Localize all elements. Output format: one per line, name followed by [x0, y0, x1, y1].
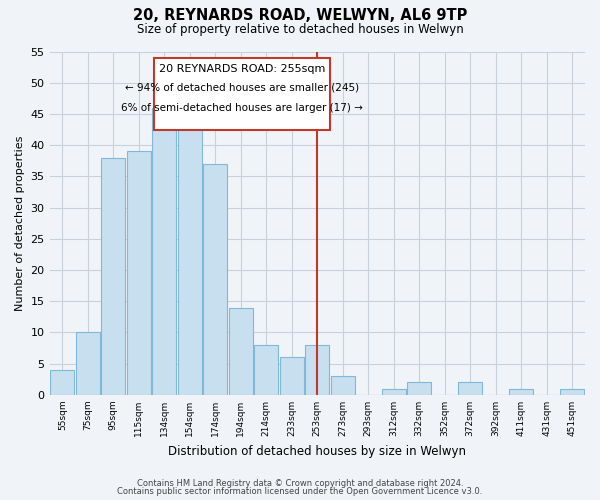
- Bar: [280, 358, 304, 395]
- Bar: [254, 345, 278, 395]
- Text: 20, REYNARDS ROAD, WELWYN, AL6 9TP: 20, REYNARDS ROAD, WELWYN, AL6 9TP: [133, 8, 467, 22]
- Bar: [178, 126, 202, 395]
- Y-axis label: Number of detached properties: Number of detached properties: [15, 136, 25, 311]
- Bar: [229, 308, 253, 395]
- Bar: [458, 382, 482, 395]
- Bar: [560, 388, 584, 395]
- Bar: [50, 370, 74, 395]
- Bar: [509, 388, 533, 395]
- FancyBboxPatch shape: [154, 58, 329, 130]
- Bar: [305, 345, 329, 395]
- Text: Contains HM Land Registry data © Crown copyright and database right 2024.: Contains HM Land Registry data © Crown c…: [137, 478, 463, 488]
- Text: 6% of semi-detached houses are larger (17) →: 6% of semi-detached houses are larger (1…: [121, 102, 363, 113]
- Bar: [76, 332, 100, 395]
- Text: ← 94% of detached houses are smaller (245): ← 94% of detached houses are smaller (24…: [125, 82, 359, 92]
- X-axis label: Distribution of detached houses by size in Welwyn: Distribution of detached houses by size …: [168, 444, 466, 458]
- Text: Size of property relative to detached houses in Welwyn: Size of property relative to detached ho…: [137, 22, 463, 36]
- Bar: [382, 388, 406, 395]
- Bar: [101, 158, 125, 395]
- Bar: [407, 382, 431, 395]
- Bar: [331, 376, 355, 395]
- Text: 20 REYNARDS ROAD: 255sqm: 20 REYNARDS ROAD: 255sqm: [158, 64, 325, 74]
- Text: Contains public sector information licensed under the Open Government Licence v3: Contains public sector information licen…: [118, 487, 482, 496]
- Bar: [203, 164, 227, 395]
- Bar: [127, 152, 151, 395]
- Bar: [152, 108, 176, 395]
